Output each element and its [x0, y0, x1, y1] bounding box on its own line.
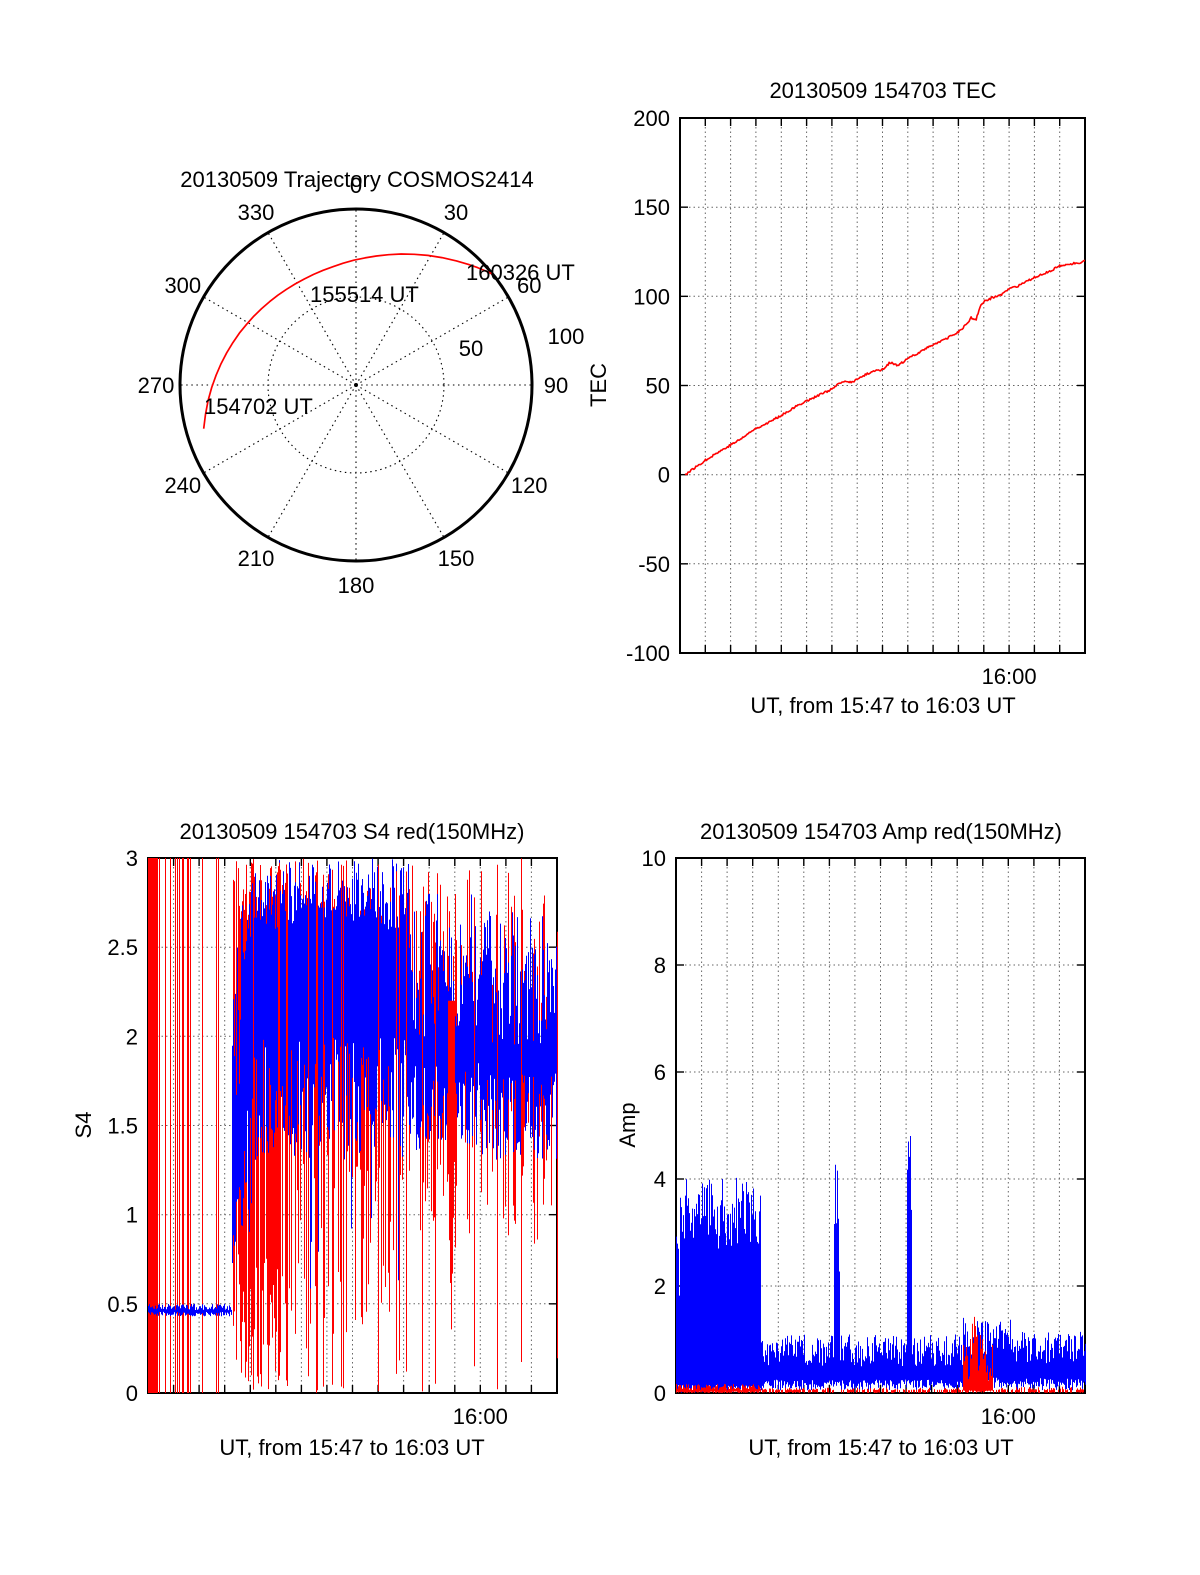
azimuth-tick-label: 120	[511, 473, 548, 498]
amp-y-tick-label: 10	[642, 846, 666, 871]
azimuth-tick-label: 60	[517, 273, 541, 298]
azimuth-tick-label: 150	[438, 546, 475, 571]
range-ring	[267, 296, 445, 474]
amp-y-tick-label: 2	[654, 1274, 666, 1299]
azimuth-tick-label: 90	[544, 373, 568, 398]
s4-yaxis-label: S4	[71, 1111, 96, 1139]
amp-chart-title: 20130509 154703 Amp red(150MHz)	[699, 819, 1063, 844]
tec-yaxis-label: TEC	[586, 363, 611, 407]
azimuth-tick-label: 0	[350, 173, 362, 198]
amp-y-tick-label: 0	[654, 1381, 666, 1406]
azimuth-tick-label: 210	[238, 546, 275, 571]
s4-y-tick-label: 2	[126, 1024, 138, 1049]
tec-frame	[679, 117, 1086, 654]
azimuth-tick-label: 270	[138, 373, 175, 398]
tec-y-tick-label: 100	[633, 284, 670, 309]
series-S4-400MHz-blue	[148, 858, 558, 1317]
polar-outer-circle	[178, 207, 534, 563]
polar-plot-area: 0 30 60 90 120 150 180 210 240 270 300 330 50 100 1547…	[138, 173, 585, 598]
s4-y-tick-label: 1	[126, 1203, 138, 1228]
s4-x-tick-label: 16:00	[453, 1404, 508, 1429]
tec-x-tick-label: 16:00	[982, 664, 1037, 689]
s4-y-tick-label: 1.5	[107, 1114, 138, 1139]
series-S4-red-spikes	[253, 859, 558, 1393]
azimuth-tick-label: 300	[164, 273, 201, 298]
s4-plot-area: 0 0.5 1 1.5 2 2.5 3 16:00	[107, 846, 558, 1429]
series-TEC	[684, 259, 1086, 476]
amp-y-tick-label: 6	[654, 1060, 666, 1085]
amp-xaxis-label: UT, from 15:47 to 16:03 UT	[748, 1435, 1014, 1460]
polar-chart-title: 20130509 Trajectory COSMOS2414	[180, 167, 534, 192]
range-ring-label: 50	[459, 336, 483, 361]
tec-xaxis-label: UT, from 15:47 to 16:03 UT	[750, 693, 1016, 718]
tec-y-tick-label: -50	[638, 552, 670, 577]
range-ring-label: 100	[548, 324, 585, 349]
s4-y-tick-label: 3	[126, 846, 138, 871]
s4-y-tick-label: 0	[126, 1381, 138, 1406]
tec-y-tick-label: 0	[658, 463, 670, 488]
tec-y-tick-label: 200	[633, 106, 670, 131]
trajectory-time-label: 155514 UT	[310, 282, 419, 307]
azimuth-tick-label: 30	[444, 200, 468, 225]
trajectory-time-label: 160326 UT	[466, 260, 575, 285]
amp-y-tick-label: 8	[654, 953, 666, 978]
s4-y-tick-label: 2.5	[107, 935, 138, 960]
tec-plot-area: -100 -50 0 50 100 150 200 16:00	[626, 106, 1086, 689]
azimuth-tick-label: 180	[338, 573, 375, 598]
tec-chart-title: 20130509 154703 TEC	[769, 78, 997, 103]
trajectory-line	[202, 253, 494, 429]
s4-xaxis-label: UT, from 15:47 to 16:03 UT	[219, 1435, 485, 1460]
polar-center-dot	[354, 383, 358, 387]
series-Amp-400MHz-blue	[676, 1136, 1086, 1393]
amp-x-tick-label: 16:00	[981, 1404, 1036, 1429]
tec-y-tick-label: 50	[646, 374, 670, 399]
tec-y-tick-label: 150	[633, 195, 670, 220]
azimuth-tick-label: 240	[164, 473, 201, 498]
azimuth-tick-label: 330	[238, 200, 275, 225]
s4-chart-title: 20130509 154703 S4 red(150MHz)	[179, 819, 525, 844]
tec-y-tick-label: -100	[626, 641, 670, 666]
s4-y-tick-label: 0.5	[107, 1292, 138, 1317]
amp-yaxis-label: Amp	[615, 1102, 640, 1148]
series-Amp-150MHz-red	[676, 1316, 1084, 1393]
amp-frame	[675, 857, 1086, 1394]
amp-plot-area: 0 2 4 6 8 10 16:00	[642, 846, 1086, 1429]
trajectory-time-label: 154702 UT	[204, 394, 313, 419]
amp-y-tick-label: 4	[654, 1167, 666, 1192]
